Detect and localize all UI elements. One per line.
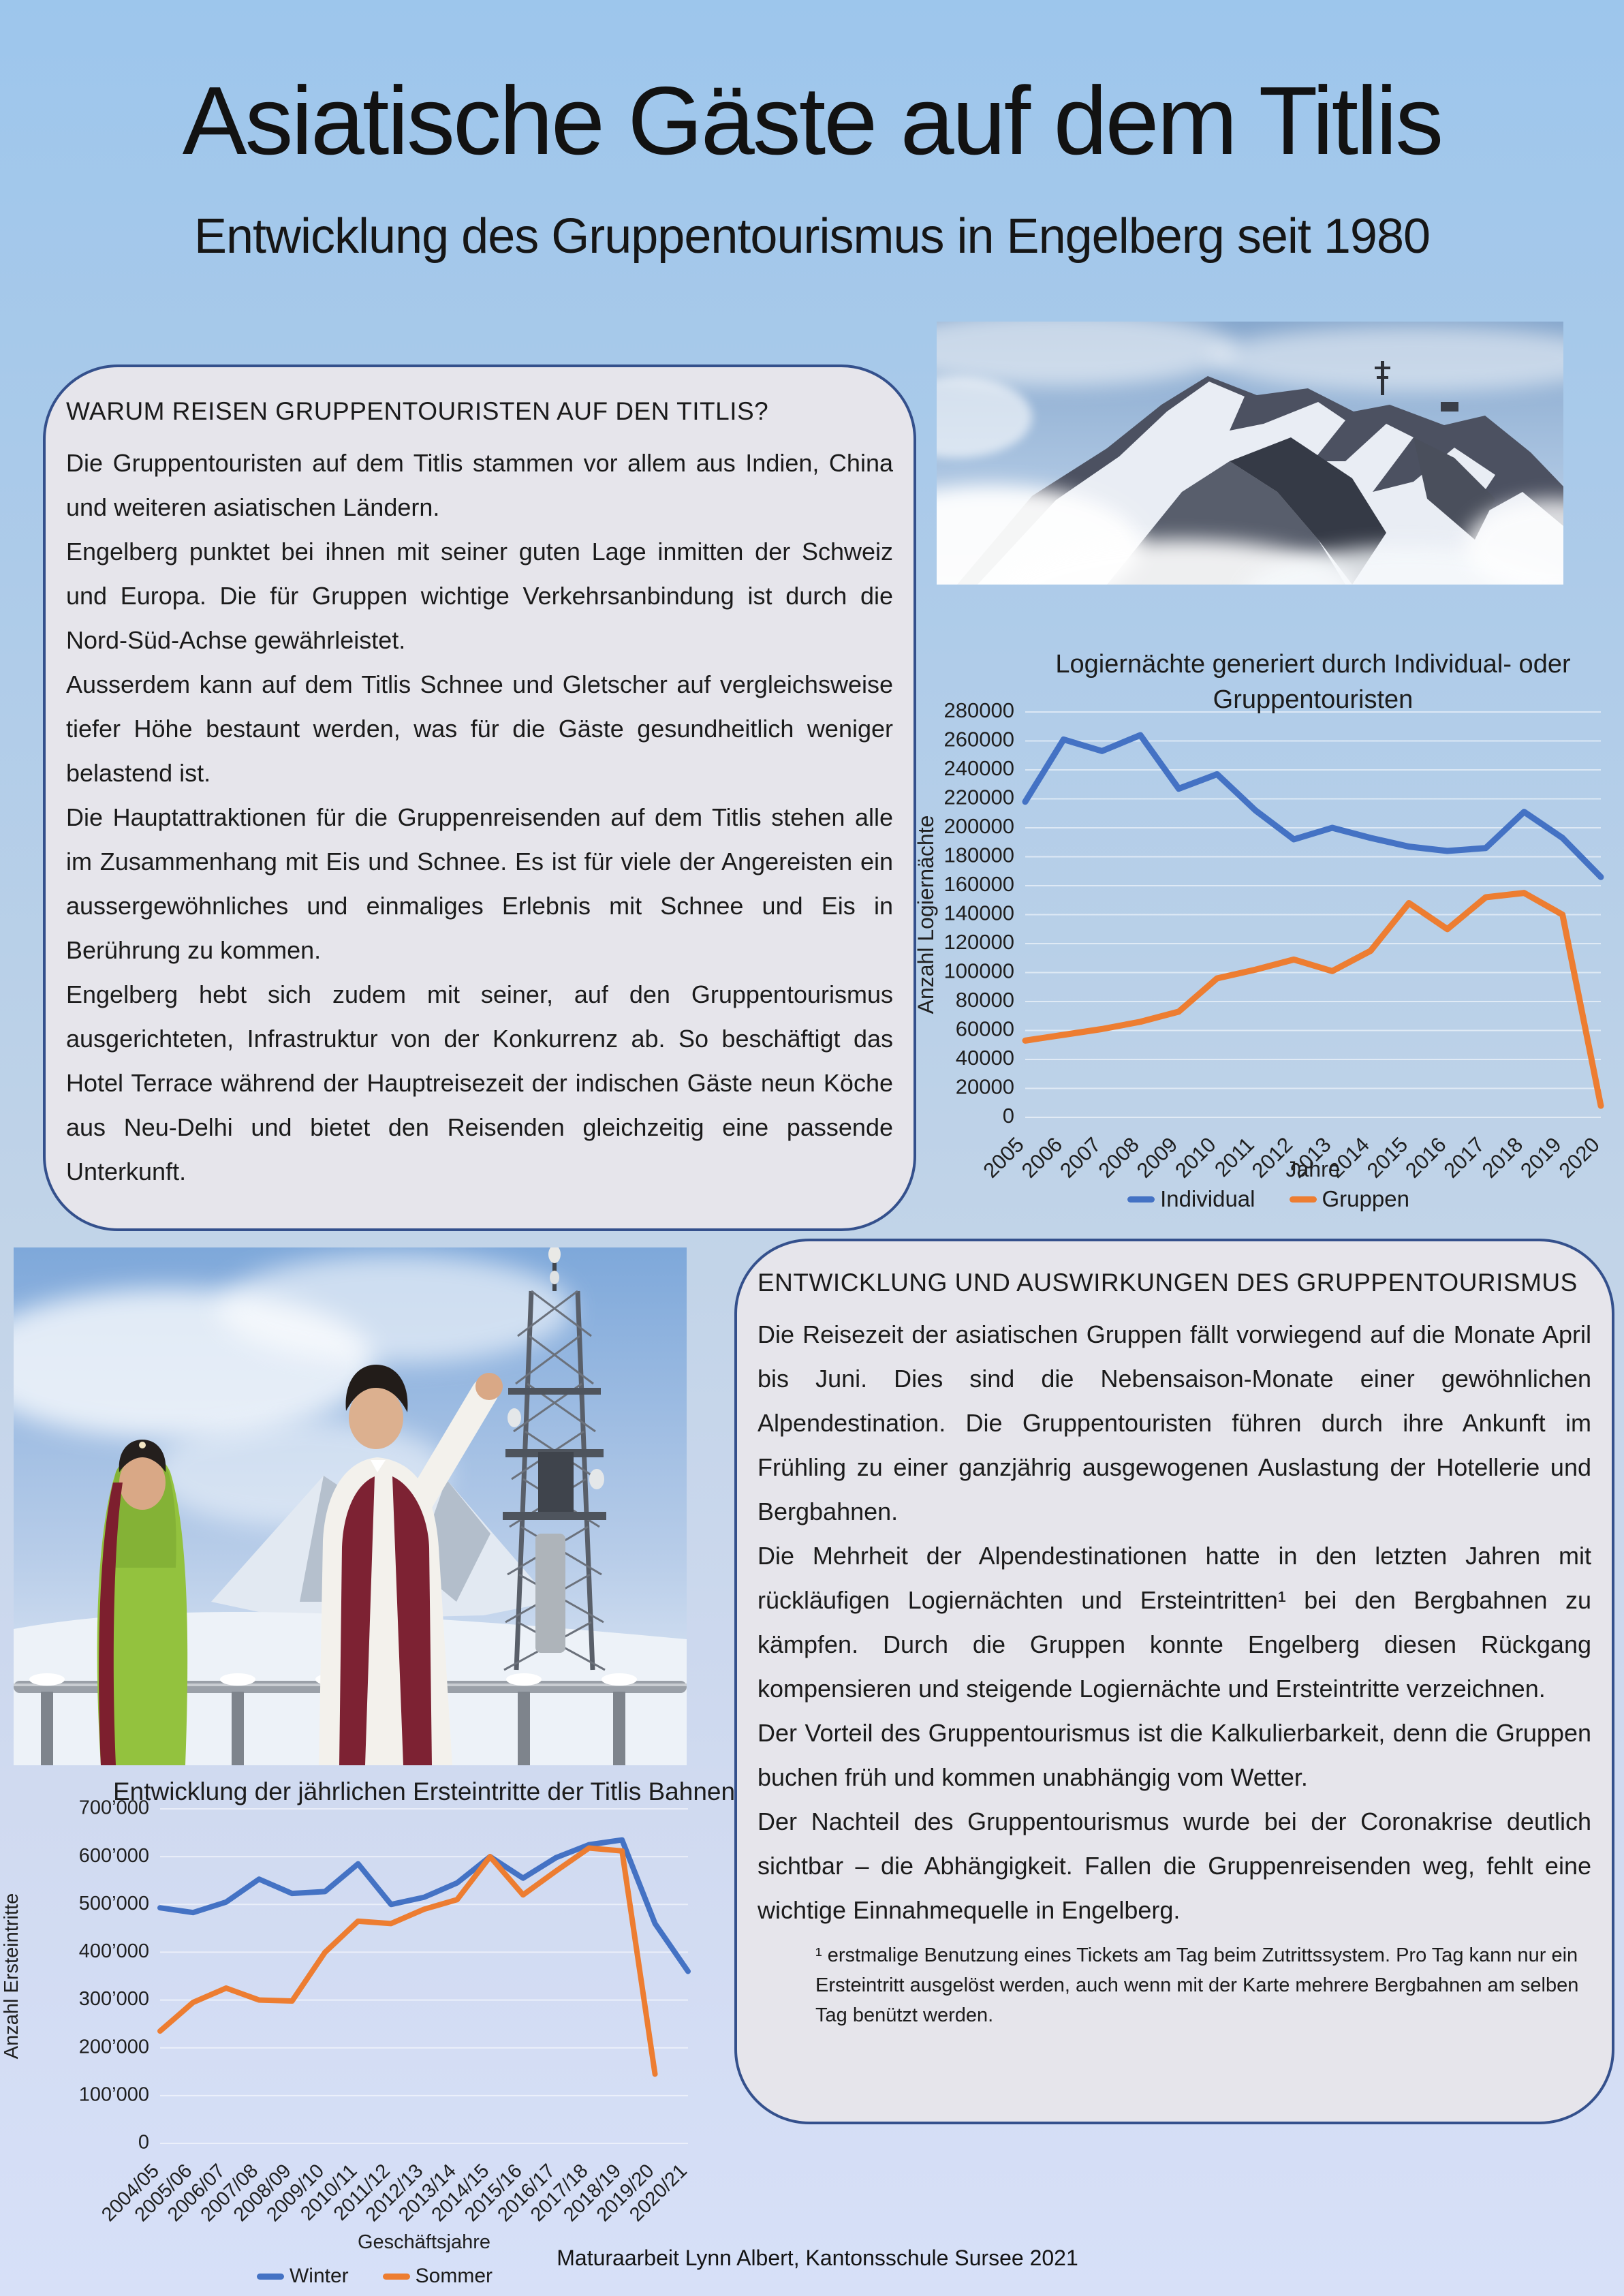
body-paragraph: Die Hauptattraktionen für die Gruppenrei… bbox=[66, 803, 893, 964]
footnote: ¹ erstmalige Benutzung eines Tickets am … bbox=[815, 1944, 1579, 2026]
svg-text:0: 0 bbox=[138, 2132, 149, 2154]
body-paragraph: Die Reisezeit der asiatischen Gruppen fä… bbox=[758, 1320, 1591, 1525]
svg-text:180000: 180000 bbox=[944, 843, 1014, 867]
svg-text:Geschäftsjahre: Geschäftsjahre bbox=[358, 2231, 490, 2253]
svg-text:80000: 80000 bbox=[956, 988, 1014, 1012]
svg-text:160000: 160000 bbox=[944, 872, 1014, 896]
svg-text:2017: 2017 bbox=[1439, 1132, 1489, 1183]
svg-text:Anzahl Ersteintritte: Anzahl Ersteintritte bbox=[1, 1893, 22, 2059]
svg-text:2008: 2008 bbox=[1093, 1132, 1144, 1183]
svg-text:400’000: 400’000 bbox=[79, 1940, 149, 1962]
ersteintritte-chart: 0 100’000 200’000 300’000 400’000 500’000 600’… bbox=[0, 1771, 749, 2296]
svg-text:2007: 2007 bbox=[1055, 1132, 1106, 1183]
svg-text:240000: 240000 bbox=[944, 756, 1014, 780]
chart-legend: Winter Sommer bbox=[0, 2265, 749, 2288]
titlis-mountain-photo bbox=[937, 322, 1563, 585]
svg-text:220000: 220000 bbox=[944, 786, 1014, 809]
svg-text:100’000: 100’000 bbox=[79, 2084, 149, 2106]
logiernaechte-chart-svg: 0 20000 40000 60000 80000 100000 120000 140000 1… bbox=[914, 650, 1604, 1183]
svg-text:260000: 260000 bbox=[944, 728, 1014, 751]
svg-text:Entwicklung der jährlichen Ers: Entwicklung der jährlichen Ersteintritte… bbox=[113, 1778, 735, 1805]
svg-text:2019: 2019 bbox=[1516, 1132, 1566, 1183]
panel-heading: WARUM REISEN GRUPPENTOURISTEN AUF DEN TI… bbox=[66, 397, 769, 425]
body-paragraph: Die Mehrheit der Alpendestinationen hatt… bbox=[758, 1542, 1591, 1703]
body-paragraph: Der Vorteil des Gruppentourismus ist die… bbox=[758, 1719, 1591, 1791]
legend-dash-icon bbox=[256, 2273, 284, 2280]
svg-text:2015: 2015 bbox=[1362, 1132, 1413, 1183]
svg-text:100000: 100000 bbox=[944, 959, 1014, 983]
legend-dash-icon bbox=[1289, 1196, 1317, 1203]
development-panel: ENTWICKLUNG UND AUSWIRKUNGEN DES GRUPPEN… bbox=[734, 1239, 1614, 2124]
svg-text:500’000: 500’000 bbox=[79, 1893, 149, 1914]
svg-text:Gruppentouristen: Gruppentouristen bbox=[1213, 685, 1414, 714]
svg-text:2011: 2011 bbox=[1210, 1132, 1259, 1181]
svg-text:Jahre: Jahre bbox=[1285, 1157, 1340, 1181]
svg-text:40000: 40000 bbox=[956, 1046, 1014, 1070]
page-subtitle: Entwicklung des Gruppentourismus in Enge… bbox=[193, 209, 1431, 264]
why-groups-panel: WARUM REISEN GRUPPENTOURISTEN AUF DEN TI… bbox=[43, 364, 916, 1231]
page-title: Asiatische Gäste auf dem Titlis bbox=[182, 67, 1443, 175]
svg-text:Anzahl Logiernächte: Anzahl Logiernächte bbox=[914, 816, 938, 1014]
legend-item: Winter bbox=[256, 2265, 349, 2288]
svg-text:600’000: 600’000 bbox=[79, 1845, 149, 1867]
bollywood-visitors-photo bbox=[14, 1247, 687, 1765]
body-paragraph: Der Nachteil des Gruppentourismus wurde … bbox=[758, 1808, 1591, 1924]
legend-dash-icon bbox=[382, 2273, 410, 2280]
svg-text:0: 0 bbox=[1003, 1104, 1014, 1128]
body-paragraph: Engelberg punktet bei ihnen mit seiner g… bbox=[66, 538, 893, 654]
svg-text:20000: 20000 bbox=[956, 1075, 1014, 1099]
svg-text:200000: 200000 bbox=[944, 814, 1014, 838]
svg-text:2006: 2006 bbox=[1017, 1132, 1067, 1183]
legend-item: Gruppen bbox=[1289, 1186, 1409, 1212]
body-paragraph: Engelberg hebt sich zudem mit seiner, au… bbox=[66, 980, 893, 1185]
svg-text:120000: 120000 bbox=[944, 930, 1014, 954]
logiernaechte-chart: 0 20000 40000 60000 80000 100000 120000 140000 1… bbox=[913, 644, 1624, 1230]
ersteintritte-chart-svg: 0 100’000 200’000 300’000 400’000 500’000 600’… bbox=[1, 1778, 735, 2253]
legend-item: Individual bbox=[1127, 1186, 1255, 1212]
svg-text:2018: 2018 bbox=[1478, 1132, 1528, 1183]
body-paragraph: Die Gruppentouristen auf dem Titlis stam… bbox=[66, 449, 893, 521]
body-paragraph: Ausserdem kann auf dem Titlis Schnee und… bbox=[66, 670, 893, 787]
svg-text:300’000: 300’000 bbox=[79, 1988, 149, 2010]
svg-text:2005: 2005 bbox=[978, 1132, 1029, 1183]
svg-text:2016: 2016 bbox=[1401, 1132, 1451, 1183]
legend-item: Sommer bbox=[382, 2265, 493, 2288]
svg-text:280000: 280000 bbox=[944, 698, 1014, 722]
svg-text:2009: 2009 bbox=[1132, 1132, 1183, 1183]
svg-text:700’000: 700’000 bbox=[79, 1797, 149, 1819]
chart-legend: Individual Gruppen bbox=[913, 1186, 1624, 1212]
panel-heading: ENTWICKLUNG UND AUSWIRKUNGEN DES GRUPPEN… bbox=[758, 1269, 1578, 1297]
svg-text:140000: 140000 bbox=[944, 901, 1014, 925]
svg-text:2010: 2010 bbox=[1170, 1132, 1221, 1183]
credit-line: Maturaarbeit Lynn Albert, Kantonsschule … bbox=[557, 2246, 1078, 2270]
svg-text:60000: 60000 bbox=[956, 1017, 1014, 1041]
svg-text:Logiernächte generiert durch I: Logiernächte generiert durch Individual-… bbox=[1055, 650, 1571, 679]
svg-text:200’000: 200’000 bbox=[79, 2036, 149, 2058]
svg-text:2020: 2020 bbox=[1554, 1132, 1604, 1183]
legend-dash-icon bbox=[1127, 1196, 1155, 1203]
